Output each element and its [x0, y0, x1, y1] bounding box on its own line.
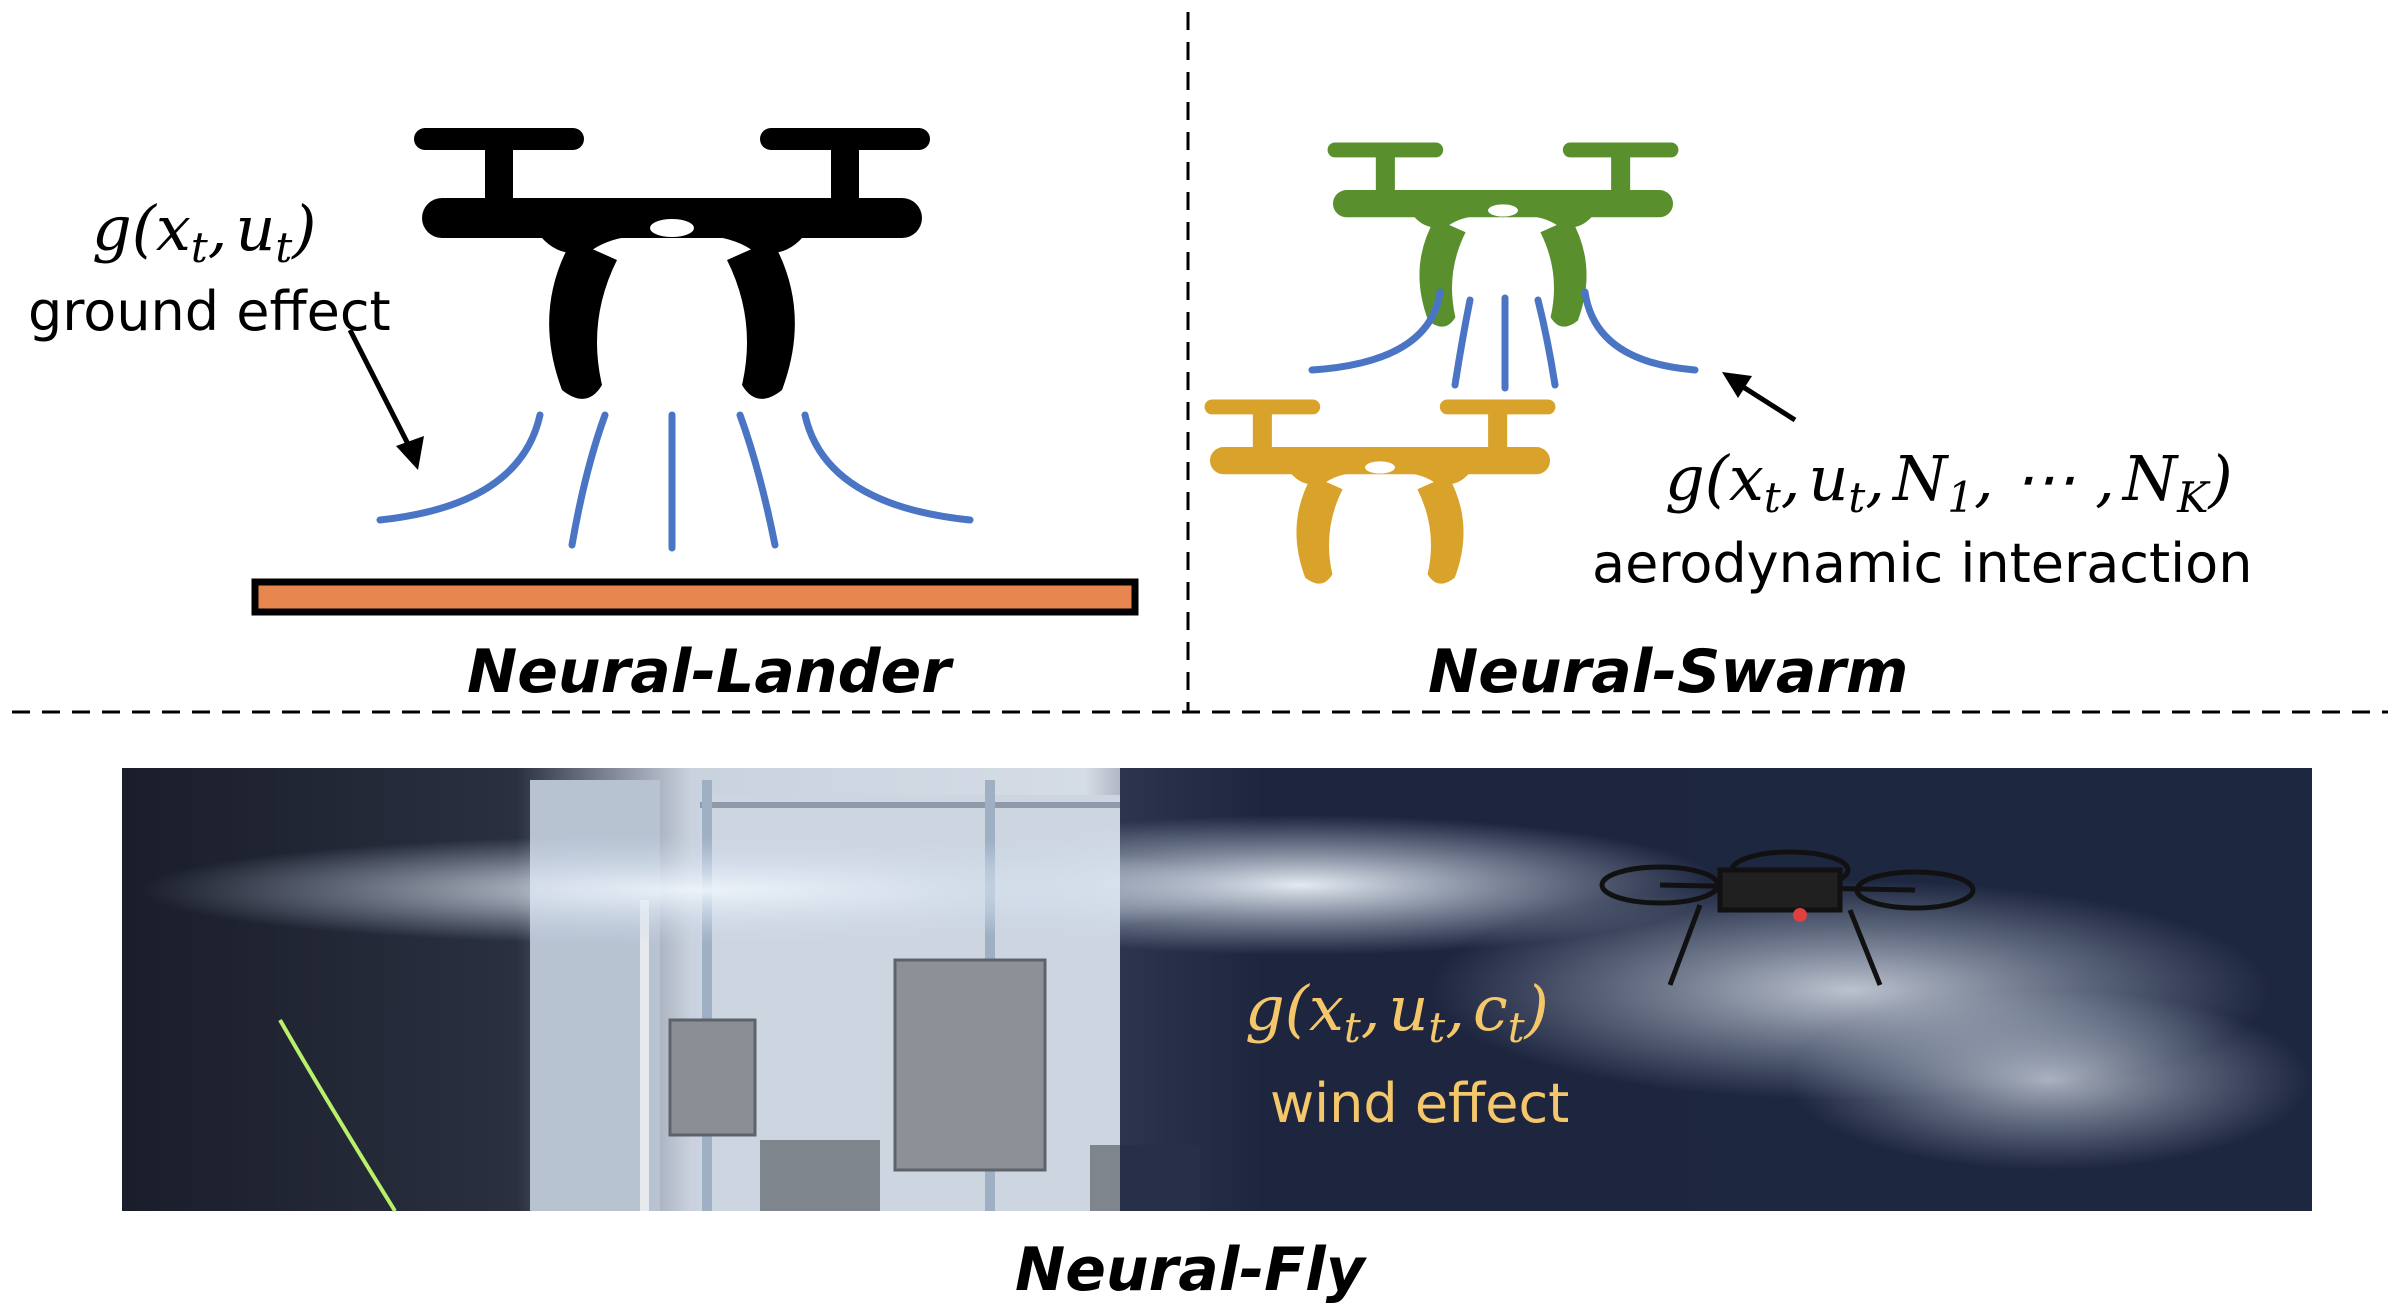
wind-tunnel-photo [122, 768, 2312, 1213]
neural-swarm-title: Neural-Swarm [1428, 637, 1908, 707]
lander-drone-icon [414, 128, 930, 399]
swarm-bottom-drone-icon [1204, 399, 1556, 584]
swarm-formula: g(xt, ut, N1, ⋯ , NK) [1665, 442, 2233, 522]
fly-formula: g(xt, ut, ct) [1245, 972, 1549, 1052]
ground-effect-arrow [347, 328, 424, 470]
ground-plate [251, 578, 1139, 616]
neural-lander-title: Neural-Lander [467, 637, 954, 707]
hexacopter-icon [1599, 849, 1976, 986]
ground-effect-label: ground effect [28, 280, 391, 343]
wind-effect-label: wind effect [1270, 1072, 1569, 1135]
interaction-arrow [1722, 372, 1797, 423]
lander-formula: g(xt, ut) [92, 192, 317, 272]
neural-fly-title: Neural-Fly [1015, 1235, 1368, 1305]
lander-airflow-lines [376, 411, 974, 552]
swarm-airflow-lines [1308, 288, 1699, 392]
aerodynamic-interaction-label: aerodynamic interaction [1592, 532, 2252, 595]
